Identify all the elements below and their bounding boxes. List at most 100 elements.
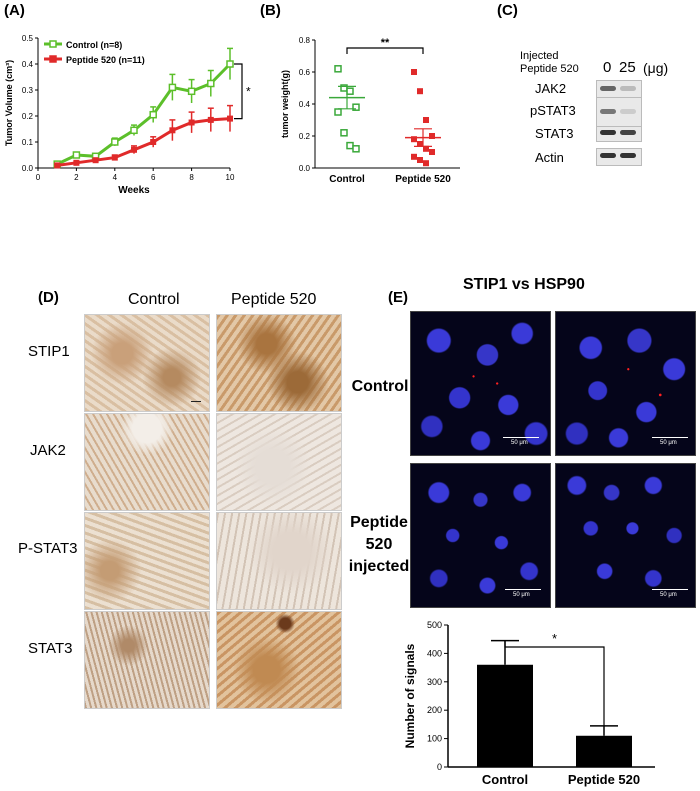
data-point [169, 127, 176, 134]
ihc-row-stat3: STAT3 [28, 640, 73, 657]
data-point [429, 133, 435, 139]
x-tick-label: Peptide 520 [568, 772, 640, 787]
data-point [227, 115, 233, 122]
ihc-row-stip1: STIP1 [28, 343, 70, 360]
significance-label: ** [381, 37, 390, 49]
wb-band-stat3-peptide [620, 130, 636, 135]
y-tick-label: 0.8 [299, 36, 311, 45]
x-tick-label: 10 [226, 173, 235, 182]
data-point [188, 119, 195, 126]
data-point [226, 60, 234, 68]
data-point [352, 145, 360, 153]
y-tick-label: 0.2 [299, 132, 311, 141]
y-axis-title: Number of signals [403, 643, 417, 748]
ihc-stat3-peptide [216, 611, 342, 709]
fl-control-2: 50 μm [555, 311, 696, 456]
panel-d-label: (D) [38, 289, 59, 306]
data-point [73, 159, 80, 166]
wb-label-pstat3: pSTAT3 [530, 103, 576, 118]
wb-band-pstat3-control [600, 109, 616, 114]
wb-dose-unit: (μg) [643, 60, 669, 76]
y-tick-label: 0.3 [22, 86, 34, 95]
wb-label-jak2: JAK2 [535, 81, 567, 96]
ihc-jak2-peptide [216, 413, 342, 511]
data-point [111, 154, 118, 161]
data-point [149, 110, 157, 119]
legend-marker [49, 40, 57, 48]
x-tick-label: Control [482, 772, 528, 787]
data-point [334, 108, 342, 116]
data-point [423, 145, 429, 152]
ihc-stip1-peptide [216, 314, 342, 412]
legend-label: Peptide 520 (n=11) [66, 55, 145, 65]
x-tick-label: 2 [74, 173, 79, 182]
fl-peptide-2: 50 μm [555, 463, 696, 608]
wb-label-actin: Actin [535, 150, 564, 165]
data-point [411, 69, 417, 75]
data-point [429, 149, 435, 155]
wb-band-stat3-control [600, 130, 616, 135]
significance-label: * [246, 84, 251, 98]
panel-c-label: (C) [497, 2, 518, 19]
data-point [334, 65, 342, 73]
y-tick-label: 0.5 [22, 34, 34, 43]
data-point [187, 87, 196, 96]
data-point [352, 103, 360, 111]
fl-peptide-1: 50 μm [410, 463, 551, 608]
data-point [346, 141, 354, 150]
fl-row-peptide-3: injected [348, 558, 410, 575]
x-tick-label: 6 [151, 173, 156, 182]
wb-lane-actin [596, 148, 642, 166]
data-point [168, 83, 177, 92]
data-point [92, 157, 99, 164]
y-tick-label: 500 [427, 620, 442, 630]
data-point [72, 151, 81, 159]
wb-header-peptide: Peptide 520 [520, 63, 579, 75]
data-point [340, 129, 348, 137]
data-point [150, 139, 157, 145]
y-tick-label: 0 [437, 762, 442, 772]
ihc-pstat3-peptide [216, 512, 342, 610]
fl-scale-text-1: 50 μm [511, 440, 528, 446]
x-tick-label: 0 [36, 173, 41, 182]
data-point [411, 153, 417, 160]
y-axis-title: Tumor Volume (cm³) [4, 60, 14, 146]
bar [576, 735, 632, 767]
fl-scale-text-3: 50 μm [513, 592, 530, 598]
data-point [417, 141, 423, 147]
y-tick-label: 0.0 [299, 164, 311, 173]
significance-label: * [552, 631, 557, 646]
series-line [56, 117, 231, 167]
data-point [417, 88, 423, 95]
data-point [131, 146, 137, 153]
ihc-pstat3-control [84, 512, 210, 610]
tumor-volume-chart: 0.0 0.1 0.2 0.3 0.4 0.5 0 2 4 6 8 10 Weeks Tumor Volu… [4, 34, 251, 196]
y-tick-label: 0.6 [299, 68, 311, 77]
fl-control-1: 50 μm [410, 311, 551, 456]
significance-bracket [346, 47, 424, 54]
ihc-col-control: Control [128, 291, 180, 308]
data-point [423, 117, 429, 123]
wb-band-actin-control [600, 153, 616, 158]
bar [477, 664, 533, 767]
wb-band-pstat3-peptide [620, 109, 636, 114]
ihc-col-peptide: Peptide 520 [231, 291, 317, 308]
fl-row-peptide-1: Peptide [350, 514, 408, 531]
fl-row-control: Control [351, 378, 409, 395]
signals-bar-chart: 0 100 200 300 400 500 Number of signals Control… [403, 620, 655, 787]
wb-label-stat3: STAT3 [535, 126, 574, 141]
y-tick-label: 300 [427, 677, 442, 687]
fl-row-peptide-2: 520 [365, 536, 393, 553]
ihc-row-jak2: JAK2 [30, 442, 66, 459]
tumor-weight-chart: 0.0 0.2 0.4 0.6 0.8 tumor weight(g) Control Pep… [280, 36, 460, 185]
wb-band-jak2-peptide [620, 86, 636, 91]
y-tick-label: 100 [427, 734, 442, 744]
y-tick-label: 200 [427, 705, 442, 715]
x-tick-label: Peptide 520 [395, 174, 451, 185]
ihc-row-pstat3: P-STAT3 [18, 540, 78, 557]
panel-b-label: (B) [260, 2, 281, 19]
data-point [346, 87, 354, 95]
x-tick-label: 4 [113, 173, 118, 182]
y-tick-label: 0.1 [22, 138, 34, 147]
data-point [423, 160, 429, 167]
